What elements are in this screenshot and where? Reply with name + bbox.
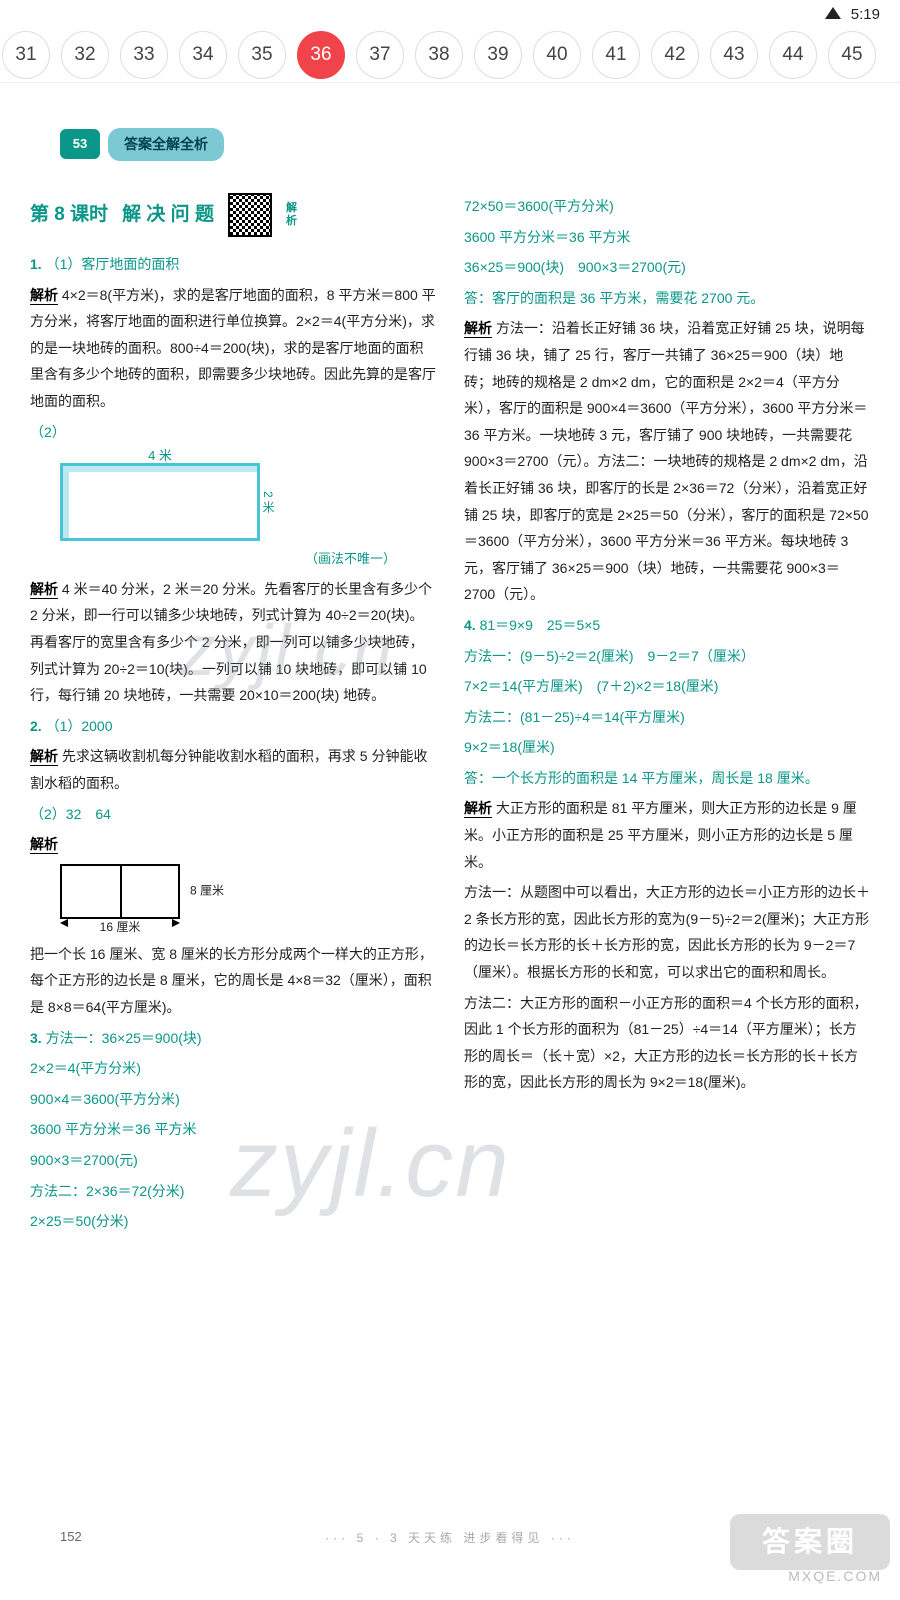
q2-part2: （2）32 64 — [30, 801, 436, 828]
wifi-icon — [825, 7, 841, 19]
page-tab-32[interactable]: 32 — [61, 31, 109, 79]
page-tab-35[interactable]: 35 — [238, 31, 286, 79]
diag-note: （画法不唯一） — [30, 547, 396, 572]
q1p2-explain-label: 解析 — [30, 581, 58, 599]
q4-line-1: 7×2＝14(平方厘米) (7＋2)×2＝18(厘米) — [464, 673, 870, 700]
q3-number: 3. — [30, 1030, 42, 1046]
q1-explain-label: 解析 — [30, 287, 58, 305]
q3-line-1: 2×2＝4(平方分米) — [30, 1055, 436, 1082]
diag2-height: 8 厘米 — [190, 880, 224, 903]
q2p2-explain-label: 解析 — [30, 836, 58, 854]
page-tab-41[interactable]: 41 — [592, 31, 640, 79]
r-body2: 大正方形的面积是 81 平方厘米，则大正方形的边长是 9 厘米。小正方形的面积是… — [464, 800, 857, 869]
r-body3: 方法一：从题图中可以看出，大正方形的边长＝小正方形的边长＋2 条长方形的宽，因此… — [464, 879, 870, 985]
diagram-rect: 4 米 2 米 — [60, 463, 260, 541]
q4-line-2: 方法二：(81－25)÷4＝14(平方厘米) — [464, 704, 870, 731]
r-top-3: 答：客厅的面积是 36 平方米，需要花 2700 元。 — [464, 285, 870, 312]
q3-line-0: 方法一：36×25＝900(块) — [46, 1030, 202, 1046]
q2-explain-label: 解析 — [30, 748, 58, 766]
page-tab-31[interactable]: 31 — [2, 31, 50, 79]
q3-line-4: 900×3＝2700(元) — [30, 1147, 436, 1174]
r-top-1: 3600 平方分米＝36 平方米 — [464, 224, 870, 251]
page-tab-36[interactable]: 36 — [297, 31, 345, 79]
q4-line-0: 方法一：(9－5)÷2＝2(厘米) 9－2＝7（厘米） — [464, 643, 870, 670]
lesson-heading: 第 8 课时 解 决 问 题 解 析 — [30, 193, 436, 237]
qr-caption: 解 析 — [286, 202, 297, 228]
q4-head: 81＝9×9 25＝5×5 — [480, 617, 601, 633]
q2p2-body: 把一个长 16 厘米、宽 8 厘米的长方形分成两个一样大的正方形，每个正方形的边… — [30, 941, 436, 1021]
page-tab-44[interactable]: 44 — [769, 31, 817, 79]
diagram-split-rect: 16 厘米 8 厘米 — [60, 864, 180, 919]
status-bar: 5:19 — [0, 0, 900, 28]
lesson-name: 解 决 问 题 — [122, 197, 214, 233]
r-explain2: 解析 — [464, 800, 492, 818]
lesson-prefix: 第 8 课时 — [30, 197, 108, 233]
left-column: 第 8 课时 解 决 问 题 解 析 1. （1）客厅地面的面积 解析 4×2＝… — [30, 193, 436, 1239]
qr-icon — [228, 193, 272, 237]
page-header: 53 答案全解全析 — [60, 128, 224, 161]
q3-line-6: 2×25＝50(分米) — [30, 1208, 436, 1235]
page-tab-40[interactable]: 40 — [533, 31, 581, 79]
q1-number: 1. — [30, 256, 42, 272]
page-tab-45[interactable]: 45 — [828, 31, 876, 79]
q1-body: 4×2＝8(平方米)，求的是客厅地面的面积，8 平方米＝800 平方分米，将客厅… — [30, 287, 436, 409]
r-body1: 方法一：沿着长正好铺 36 块，沿着宽正好铺 25 块，说明每行铺 36 块，铺… — [464, 320, 869, 602]
q4-line-3: 9×2＝18(厘米) — [464, 734, 870, 761]
page-number-tabs[interactable]: 313233343536373839404142434445 — [0, 28, 900, 83]
q3-line-5: 方法二：2×36＝72(分米) — [30, 1178, 436, 1205]
page-tab-38[interactable]: 38 — [415, 31, 463, 79]
q1-part2-label: （2） — [30, 419, 436, 446]
qr-cap-a: 解 — [286, 202, 297, 215]
logo-icon: 53 — [60, 129, 100, 159]
document-page: 53 答案全解全析 第 8 课时 解 决 问 题 解 析 1. （1）客厅地面的… — [0, 83, 900, 1600]
right-column: 72×50＝3600(平方分米) 3600 平方分米＝36 平方米 36×25＝… — [464, 193, 870, 1239]
q3-line-2: 900×4＝3600(平方分米) — [30, 1086, 436, 1113]
page-tab-39[interactable]: 39 — [474, 31, 522, 79]
site-label: MXQE.COM — [788, 1563, 882, 1590]
q3-line-3: 3600 平方分米＝36 平方米 — [30, 1116, 436, 1143]
diag2-width: 16 厘米 — [100, 916, 141, 939]
q4-number: 4. — [464, 617, 476, 633]
q1p2-body: 4 米＝40 分米，2 米＝20 分米。先看客厅的长里含有多少个 2 分米，即一… — [30, 581, 432, 703]
q2-body: 先求这辆收割机每分钟能收割水稻的面积，再求 5 分钟能收割水稻的面积。 — [30, 748, 427, 791]
q2-number: 2. — [30, 718, 42, 734]
diag-height: 2 米 — [256, 491, 279, 513]
r-body4: 方法二：大正方形的面积－小正方形的面积＝4 个长方形的面积，因此 1 个长方形的… — [464, 990, 870, 1096]
header-title: 答案全解全析 — [108, 128, 224, 161]
q1-part1: （1）客厅地面的面积 — [46, 256, 180, 272]
r-top-2: 36×25＝900(块) 900×3＝2700(元) — [464, 254, 870, 281]
diag-width: 4 米 — [148, 444, 172, 469]
arrow-right-icon — [172, 919, 180, 927]
page-tab-34[interactable]: 34 — [179, 31, 227, 79]
q4-line-4: 答：一个长方形的面积是 14 平方厘米，周长是 18 厘米。 — [464, 765, 870, 792]
r-top-0: 72×50＝3600(平方分米) — [464, 193, 870, 220]
arrow-left-icon — [60, 919, 68, 927]
r-explain1: 解析 — [464, 320, 492, 338]
page-tab-33[interactable]: 33 — [120, 31, 168, 79]
answer-badge: 答案圈 — [730, 1514, 890, 1570]
page-tab-37[interactable]: 37 — [356, 31, 404, 79]
q2-part1: （1）2000 — [46, 718, 113, 734]
page-tab-43[interactable]: 43 — [710, 31, 758, 79]
qr-cap-b: 析 — [286, 215, 297, 228]
clock: 5:19 — [851, 6, 880, 23]
page-tab-42[interactable]: 42 — [651, 31, 699, 79]
